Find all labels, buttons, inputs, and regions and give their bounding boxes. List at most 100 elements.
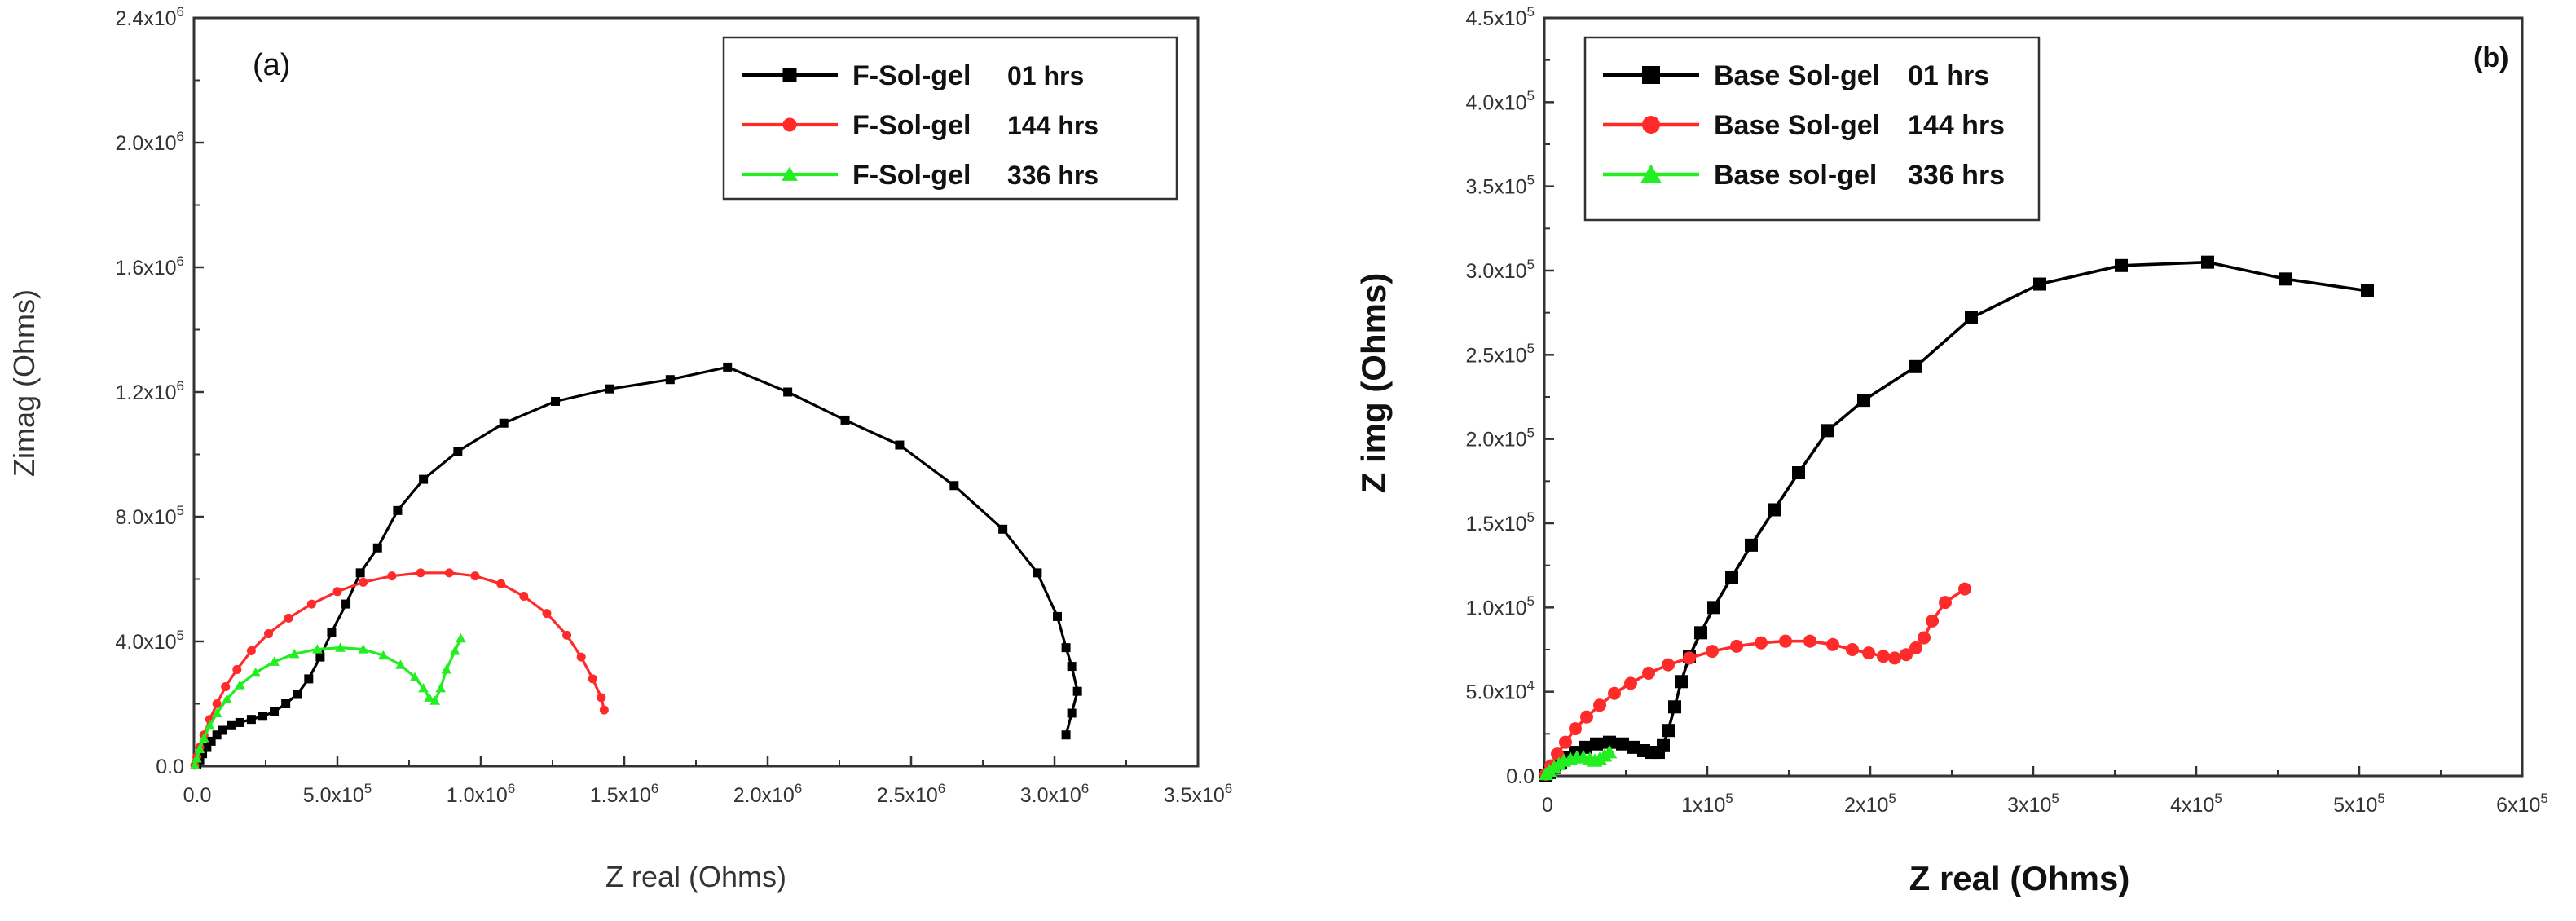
data-point	[1590, 737, 1603, 751]
data-point	[2201, 255, 2214, 269]
data-point	[2033, 277, 2046, 291]
data-point	[288, 648, 300, 659]
data-point	[232, 664, 242, 674]
data-point	[393, 505, 403, 515]
legend-item: Base sol-gel 336 hrs	[1603, 160, 2005, 191]
data-point	[1067, 708, 1077, 718]
data-point	[419, 474, 429, 484]
legend-marker	[1642, 116, 1660, 134]
data-point	[1826, 637, 1839, 651]
data-point	[246, 715, 256, 725]
data-point	[293, 690, 302, 699]
panel-a-series	[189, 362, 1082, 770]
data-point	[1888, 651, 1901, 665]
data-point	[211, 707, 222, 718]
x-tick-label: 5x105	[2333, 791, 2385, 817]
data-point	[840, 415, 850, 425]
data-point	[949, 481, 959, 491]
data-point	[1559, 735, 1572, 749]
data-point	[1707, 601, 1720, 615]
data-point	[1965, 311, 1978, 324]
x-tick-label: 0.0	[183, 784, 212, 807]
panel-b-label: (b)	[2473, 42, 2508, 73]
data-point	[1608, 686, 1621, 700]
data-point	[1657, 738, 1670, 752]
series-3	[1538, 744, 1618, 781]
data-point	[470, 571, 480, 581]
data-point	[424, 692, 434, 702]
chart-panel-b: 0 1x105 2x105 3x105 4x105 5x105 6x105 0.0 5.0x10…	[1354, 4, 2548, 897]
data-point	[205, 720, 215, 730]
data-point	[1821, 424, 1834, 438]
data-point	[499, 418, 509, 428]
legend-series-suffix: 336 hrs	[1007, 161, 1099, 190]
legend-item: F-Sol-gel 144 hrs	[742, 110, 1099, 141]
data-point	[315, 652, 325, 662]
y-tick-label: 0.0	[1506, 765, 1535, 788]
data-point	[456, 632, 466, 643]
data-point	[1551, 747, 1564, 761]
legend-series-name: F-Sol-gel	[852, 110, 971, 141]
data-point	[441, 664, 452, 674]
data-point	[1662, 724, 1675, 738]
y-tick-label: 1.0x105	[1465, 593, 1535, 619]
x-tick-label: 4x105	[2170, 791, 2222, 817]
data-point	[221, 681, 231, 691]
data-point	[599, 705, 609, 715]
series-3	[189, 632, 466, 769]
y-tick-label: 2.0x105	[1465, 425, 1535, 451]
data-point	[1939, 596, 1952, 610]
data-point	[895, 440, 905, 450]
x-tick-label: 2.5x106	[877, 781, 946, 807]
x-tick-label: 1.0x106	[447, 781, 516, 807]
data-point	[1730, 639, 1743, 653]
data-point	[1792, 466, 1805, 479]
data-point	[1033, 568, 1042, 578]
legend-series-name: Base sol-gel	[1714, 160, 1877, 191]
panel-b-series	[1538, 255, 2374, 782]
data-point	[1616, 737, 1629, 751]
data-point	[1067, 662, 1077, 672]
legend-item: F-Sol-gel 336 hrs	[742, 160, 1099, 191]
data-point	[2115, 258, 2128, 272]
data-point	[234, 680, 245, 690]
legend-marker	[1642, 66, 1660, 84]
legend-series-suffix: 01 hrs	[1007, 61, 1084, 90]
data-point	[1061, 730, 1071, 740]
data-point	[1768, 503, 1781, 517]
data-point	[312, 644, 323, 654]
data-point	[1683, 651, 1696, 665]
data-point	[1694, 626, 1707, 640]
y-tick-label: 1.2x106	[115, 378, 184, 404]
chart-panel-a: 0.0 5.0x105 1.0x106 1.5x106 2.0x106 2.5x106 3.…	[7, 4, 1232, 893]
data-point	[1668, 700, 1681, 714]
data-point	[597, 693, 606, 703]
panel-a-y-axis-title: Zimag (Ohms)	[7, 289, 41, 477]
data-point	[202, 743, 212, 752]
x-tick-label: 1.5x106	[590, 781, 659, 807]
y-tick-label: 3.5x105	[1465, 172, 1535, 198]
panel-a-x-axis-title: Z real (Ohms)	[605, 860, 786, 893]
data-point	[235, 717, 244, 727]
data-point	[588, 674, 597, 684]
data-point	[409, 672, 421, 682]
data-point	[605, 384, 614, 394]
data-point	[189, 760, 200, 769]
legend-marker	[782, 68, 797, 82]
data-point	[1053, 611, 1063, 621]
data-point	[306, 599, 316, 609]
data-point	[1877, 650, 1890, 663]
data-point	[1601, 744, 1618, 759]
data-point	[246, 646, 256, 655]
data-point	[449, 646, 460, 655]
panel-a-label: (a)	[253, 48, 290, 82]
y-tick-label: 4.5x105	[1465, 4, 1535, 30]
data-point	[416, 568, 425, 578]
data-point	[222, 694, 232, 703]
data-point	[435, 683, 447, 693]
legend-series-name: Base Sol-gel	[1714, 110, 1880, 141]
data-point	[1745, 538, 1758, 552]
data-point	[281, 699, 291, 708]
data-point	[192, 753, 202, 763]
